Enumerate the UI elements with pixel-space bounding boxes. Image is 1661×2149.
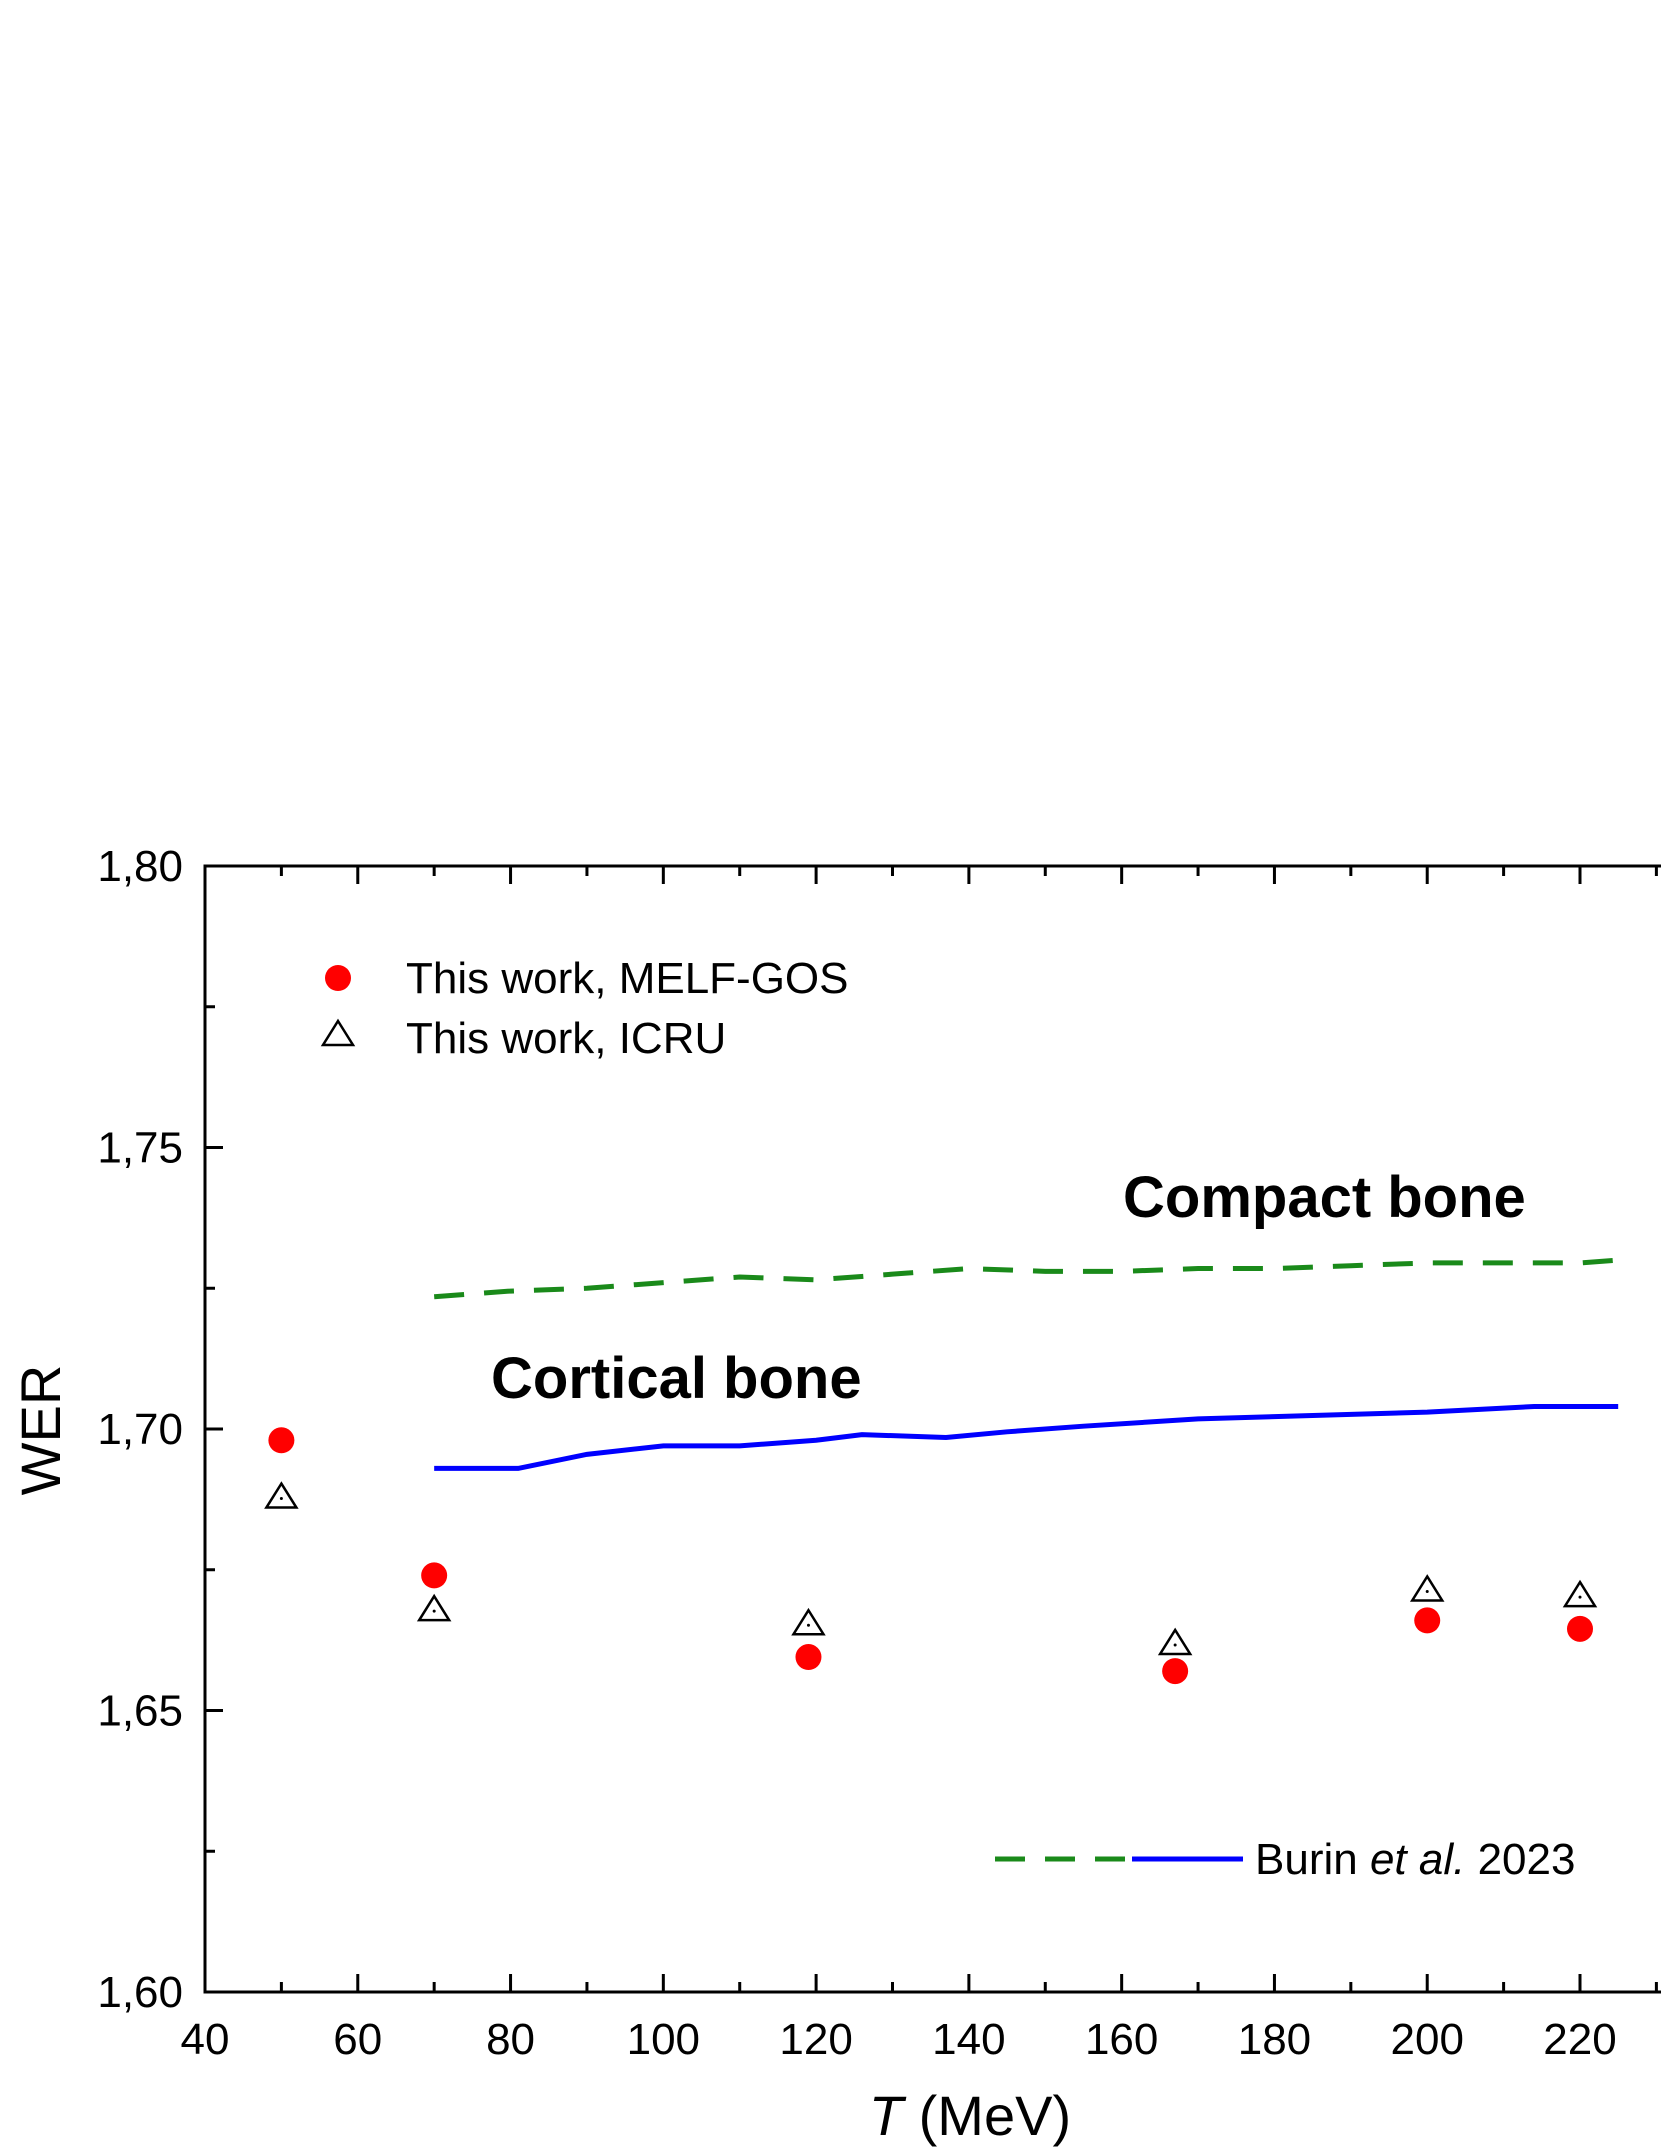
legend-label-melf-gos: This work, MELF-GOS (406, 954, 849, 1003)
x-tick-label: 180 (1238, 2015, 1311, 2064)
x-tick-label: 200 (1391, 2015, 1464, 2064)
legend-marker-melf-gos (325, 965, 351, 991)
y-axis-label: WER (9, 1365, 72, 1496)
data-point-icru-center (806, 1623, 810, 1627)
data-point-melf-gos (421, 1562, 448, 1589)
series-layer (264, 1257, 1619, 1685)
data-point-icru (1409, 1574, 1445, 1602)
annotation-cortical-bone: Cortical bone (491, 1346, 862, 1411)
data-point-icru (791, 1607, 826, 1636)
x-tick-label: 100 (627, 2015, 700, 2064)
x-tick-label: 60 (333, 2015, 382, 2064)
data-point-icru-center (279, 1497, 283, 1501)
plot-frame (203, 864, 1661, 1994)
data-point-icru-center (1173, 1643, 1177, 1647)
x-tick-label: 40 (181, 2015, 230, 2064)
x-tick-label: 220 (1543, 2015, 1616, 2064)
legend-label-burin: Burin et al. 2023 (1255, 1835, 1575, 1884)
data-point-melf-gos (268, 1427, 295, 1454)
x-tick-label: 140 (932, 2015, 1005, 2064)
x-tick-label: 120 (779, 2015, 852, 2064)
line-legend: Burin et al. 2023 (995, 1835, 1575, 1884)
legend: This work, MELF-GOS This work, ICRU (320, 954, 849, 1063)
x-tick-label: 160 (1085, 2015, 1158, 2064)
data-point-icru (264, 1481, 299, 1509)
y-tick-label: 1,65 (97, 1687, 183, 1736)
data-point-icru (1157, 1627, 1193, 1656)
y-tick-label: 1,80 (97, 842, 183, 891)
y-tick-label: 1,75 (97, 1124, 183, 1173)
data-point-icru (1562, 1579, 1598, 1608)
series-line-compact-bone (433, 1257, 1619, 1300)
data-point-icru-center (1578, 1595, 1582, 1599)
data-point-melf-gos (1162, 1658, 1189, 1685)
x-tick-label: 80 (486, 2015, 535, 2064)
data-point-melf-gos (1414, 1607, 1441, 1634)
x-tick-labels: 40 60 80 100 120 140 160 180 200 220 (181, 2015, 1617, 2064)
legend-marker-icru (320, 1018, 356, 1047)
data-point-icru (416, 1593, 452, 1622)
data-point-icru-center (432, 1609, 436, 1613)
series-line-cortical-bone (434, 1403, 1619, 1471)
data-point-melf-gos (795, 1644, 822, 1671)
y-tick-label: 1,70 (97, 1405, 183, 1454)
y-tick-label: 1,60 (97, 1968, 183, 2017)
legend-label-icru: This work, ICRU (406, 1014, 726, 1063)
y-tick-labels: 1,60 1,65 1,70 1,75 1,80 (97, 842, 183, 2017)
annotation-compact-bone: Compact bone (1123, 1165, 1526, 1230)
axis-ticks (203, 864, 1658, 1994)
data-point-icru-center (1425, 1589, 1429, 1593)
x-axis-label: T (MeV) (869, 2084, 1071, 2147)
data-point-melf-gos (1567, 1615, 1593, 1642)
